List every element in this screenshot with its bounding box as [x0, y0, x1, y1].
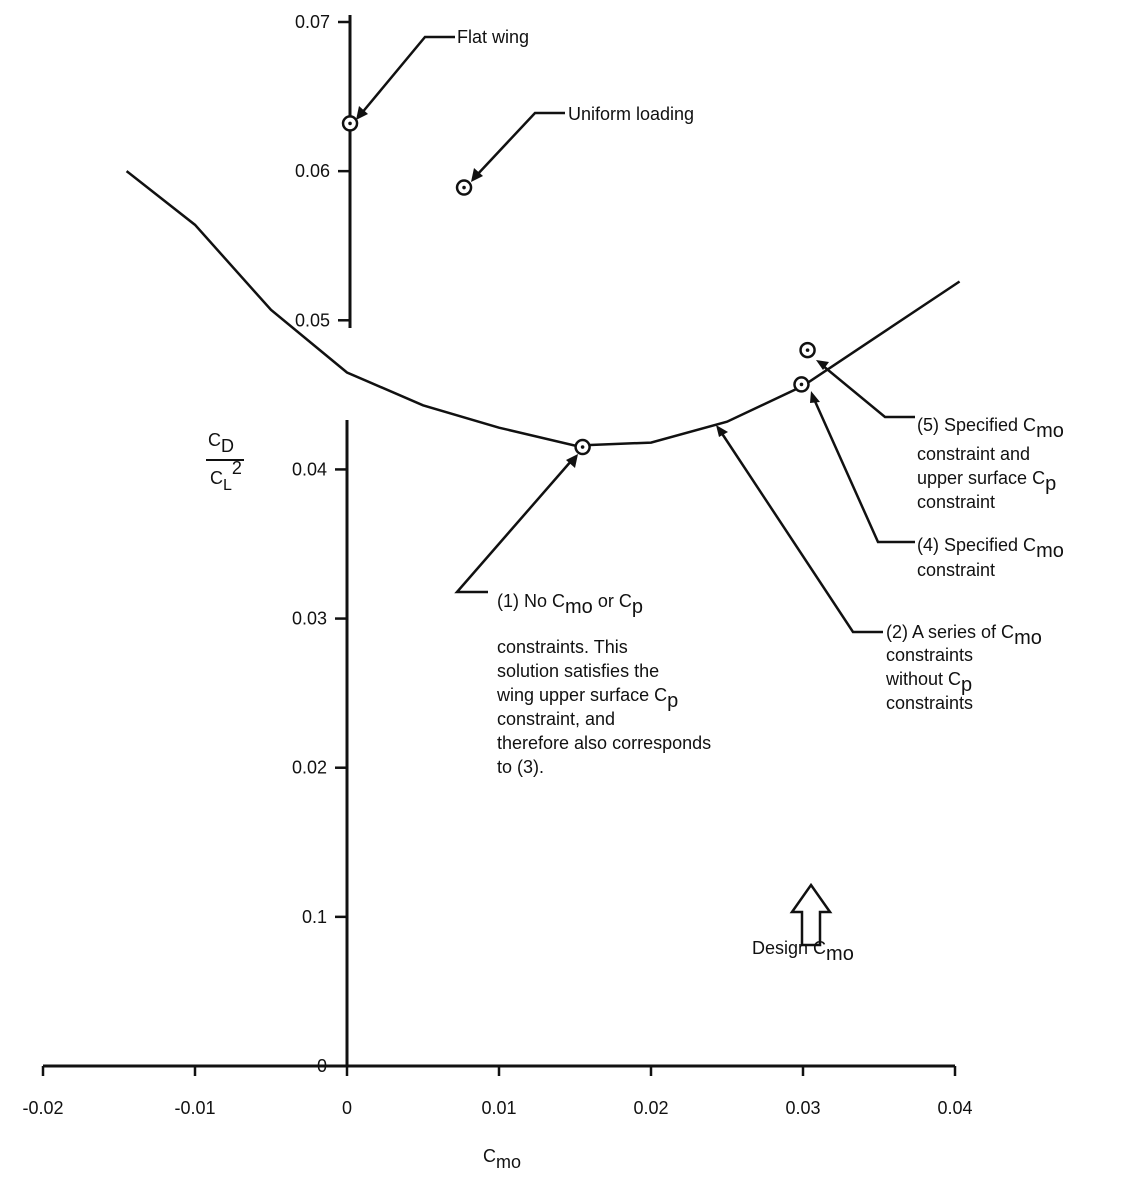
point-dot [580, 445, 585, 449]
y-label-denominator: CL2 [210, 458, 242, 494]
text-run: solution satisfies the [497, 661, 659, 681]
superscript: 2 [232, 458, 242, 478]
subscript: p [961, 674, 972, 696]
text-run: constraint and [917, 444, 1030, 464]
text-run: wing upper surface C [496, 685, 667, 705]
annotation: constraints [886, 693, 973, 713]
x-tick-label: 0.02 [633, 1098, 668, 1118]
subscript: mo [496, 1152, 521, 1172]
annotation: therefore also corresponds [497, 733, 711, 753]
subscript: p [667, 690, 678, 712]
subscript: p [632, 596, 643, 618]
curve [125, 170, 961, 447]
point-dot [805, 348, 810, 352]
text-run: constraint, and [497, 709, 615, 729]
annotation: constraint [917, 492, 995, 512]
text-run: therefore also corresponds [497, 733, 711, 753]
y-tick-label: 0.03 [292, 609, 327, 629]
x-tick-label: 0 [342, 1098, 352, 1118]
annotation: constraints [886, 645, 973, 665]
subscript: p [1045, 473, 1056, 495]
text-run: upper surface C [917, 468, 1045, 488]
text-run: (2) A series of C [886, 622, 1014, 642]
annotation: wing upper surface Cp [496, 685, 678, 712]
annotation: Uniform loading [568, 104, 694, 124]
annotation: solution satisfies the [497, 661, 659, 681]
point-dot [799, 382, 804, 387]
text-run: without C [885, 669, 961, 689]
annotation: upper surface Cp [917, 468, 1056, 495]
y-tick-label: 0.1 [302, 907, 327, 927]
subscript: L [223, 477, 232, 494]
subscript: D [221, 436, 234, 456]
annotation: constraints. This [497, 637, 628, 657]
annotation: constraint [917, 560, 995, 580]
text-run: to (3). [497, 757, 544, 777]
x-tick-label: -0.01 [174, 1098, 215, 1118]
y-tick-label: 0.07 [295, 12, 330, 32]
text-run: Flat wing [457, 27, 529, 47]
text-run: (5) Specified C [917, 415, 1036, 435]
text-run: (1) No C [497, 591, 565, 611]
text-run: constraints [886, 693, 973, 713]
annotation: (2) A series of Cmo [886, 622, 1042, 649]
x-axis-label: Cmo [483, 1146, 521, 1172]
y-tick-label: 0 [317, 1056, 327, 1076]
annotation: (4) Specified Cmo [917, 535, 1064, 562]
y-tick-label: 0.02 [292, 758, 327, 778]
annotation: to (3). [497, 757, 544, 777]
text-run: C [208, 430, 221, 450]
x-tick-label: 0.04 [937, 1098, 972, 1118]
text-run: constraint [917, 492, 995, 512]
subscript: mo [1036, 420, 1064, 442]
text-run: Design C [752, 938, 826, 958]
annotation: (5) Specified Cmo [917, 415, 1064, 442]
annotation: Flat wing [457, 27, 529, 47]
y-label-numerator: CD [208, 430, 234, 456]
annotation: constraint, and [497, 709, 615, 729]
annotation: constraint and [917, 444, 1030, 464]
subscript: mo [565, 596, 593, 618]
x-tick-label: 0.01 [481, 1098, 516, 1118]
point-dot [462, 185, 466, 190]
subscript: mo [826, 943, 854, 965]
x-tick-label: 0.03 [785, 1098, 820, 1118]
annotation: without Cp [885, 669, 972, 696]
text-run: constraints [886, 645, 973, 665]
y-tick-label: 0.05 [295, 310, 330, 330]
text-run: constraints. This [497, 637, 628, 657]
subscript: mo [1036, 540, 1064, 562]
point-dot [348, 121, 352, 126]
y-tick-label: 0.04 [292, 459, 327, 479]
annotation: (1) No Cmo or Cp [497, 591, 643, 618]
text-run: (4) Specified C [917, 535, 1036, 555]
text-run: C [483, 1146, 496, 1166]
x-tick-label: -0.02 [22, 1098, 63, 1118]
text-run: Uniform loading [568, 104, 694, 124]
leaders [356, 35, 915, 947]
y-tick-label: 0.06 [295, 161, 330, 181]
subscript: mo [1014, 627, 1042, 649]
annotation: Design Cmo [752, 938, 854, 965]
text-run: constraint [917, 560, 995, 580]
text-run: C [210, 468, 223, 488]
text-run: or C [593, 591, 632, 611]
